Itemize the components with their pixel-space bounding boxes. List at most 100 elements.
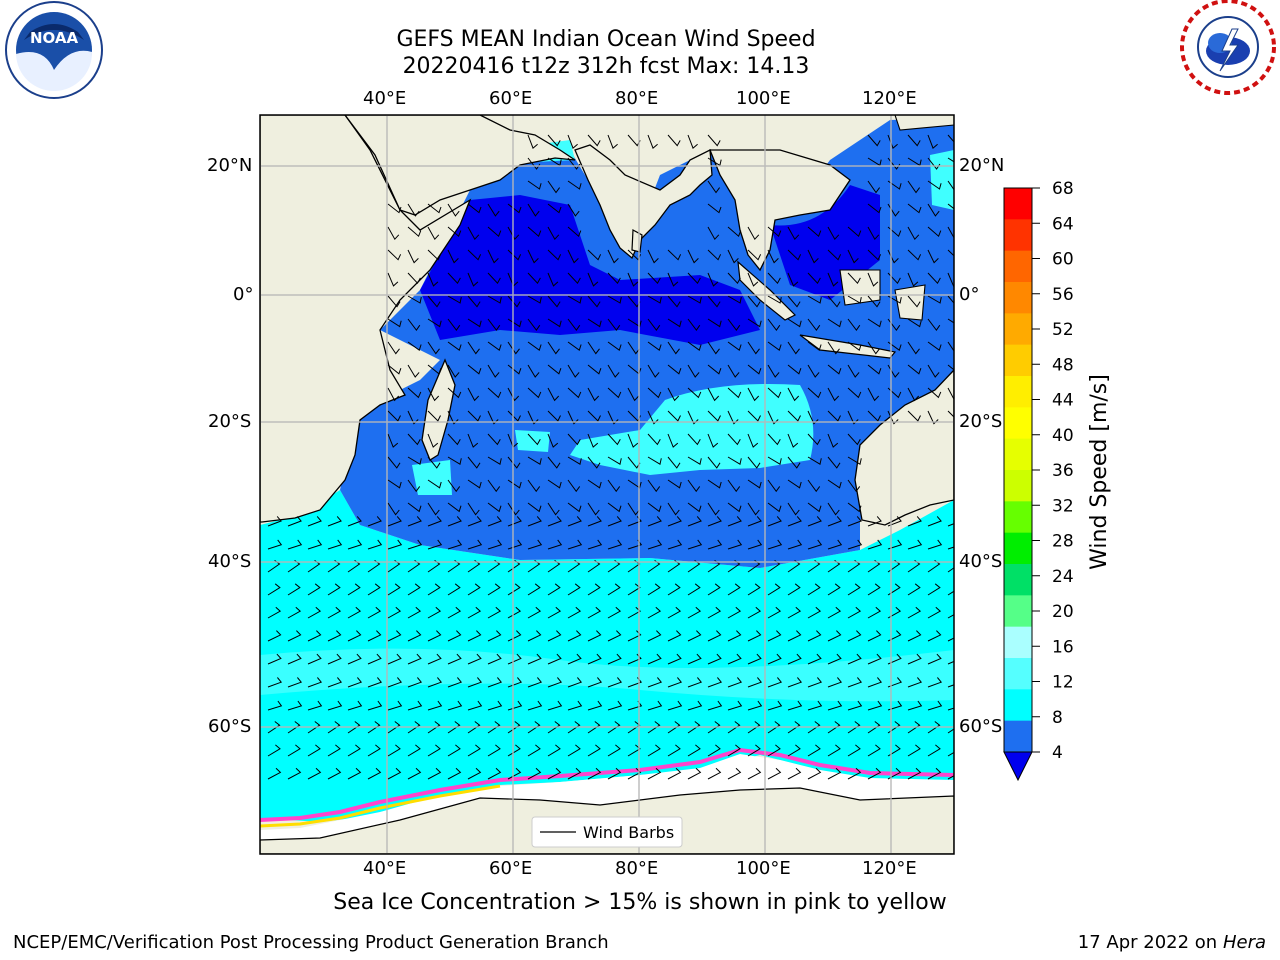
wind-barb bbox=[887, 630, 902, 642]
wind-barb bbox=[327, 630, 342, 642]
wind-barb bbox=[647, 272, 661, 285]
wind-barb bbox=[827, 516, 842, 527]
lat-label-left-0: 0° bbox=[233, 284, 254, 305]
wind-barb bbox=[447, 539, 463, 550]
wind-barb bbox=[907, 387, 920, 402]
wind-barb bbox=[447, 583, 461, 596]
wind-barb bbox=[287, 721, 301, 734]
wind-barb bbox=[707, 516, 722, 527]
wind-barb bbox=[827, 677, 843, 688]
wind-barb bbox=[727, 433, 741, 446]
africa-land bbox=[260, 115, 472, 523]
wind-barb bbox=[887, 249, 899, 264]
wind-barb bbox=[947, 546, 954, 550]
wind-barb bbox=[647, 318, 661, 332]
wind-barb bbox=[687, 433, 701, 446]
wind-barb bbox=[387, 341, 400, 355]
wind-barb bbox=[947, 180, 954, 191]
wind-barb bbox=[887, 677, 903, 688]
colorbar-tick-label: 36 bbox=[1052, 461, 1074, 481]
australia-land bbox=[854, 369, 954, 526]
wind-barb bbox=[687, 516, 702, 527]
wind-barb bbox=[367, 539, 383, 550]
wind-barb bbox=[627, 502, 640, 516]
wind-barb bbox=[667, 318, 682, 328]
wind-barb bbox=[547, 583, 561, 596]
wind-barb bbox=[787, 341, 800, 355]
wind-barb bbox=[847, 410, 859, 425]
wind-barb bbox=[547, 318, 562, 328]
wind-barb bbox=[667, 516, 682, 527]
wind-barb bbox=[887, 134, 898, 149]
wind-barb bbox=[867, 516, 882, 527]
wind-barb bbox=[667, 653, 682, 665]
wind-barb bbox=[927, 318, 941, 332]
wind-barb bbox=[567, 318, 581, 332]
wind-barb bbox=[327, 767, 342, 780]
wind-barb bbox=[827, 630, 842, 642]
wind-barb bbox=[807, 272, 821, 285]
wind-barb bbox=[607, 502, 622, 513]
wind-barb bbox=[427, 456, 441, 469]
wind-barb bbox=[387, 502, 400, 516]
wind-barb bbox=[527, 700, 543, 711]
wind-barb bbox=[387, 744, 401, 757]
wind-barb bbox=[347, 721, 361, 734]
wind-barb bbox=[487, 226, 502, 238]
colorbar-segment bbox=[1004, 407, 1032, 440]
wind-barb bbox=[867, 272, 879, 287]
wind-barb bbox=[527, 410, 539, 425]
wind-barb bbox=[807, 700, 823, 711]
wind-barb bbox=[287, 677, 303, 688]
wind-barb bbox=[747, 630, 762, 642]
wind-barb bbox=[707, 387, 720, 402]
wind-barb bbox=[527, 249, 539, 264]
wind-barb bbox=[407, 456, 422, 465]
footer-date: 17 Apr 2022 on Hera bbox=[1078, 932, 1266, 953]
wind-barb bbox=[747, 295, 761, 308]
wind-barb bbox=[647, 249, 659, 264]
wind-barb bbox=[707, 295, 721, 308]
wind-barb bbox=[667, 387, 680, 402]
wind-barb bbox=[527, 341, 542, 352]
wind-barb bbox=[947, 157, 954, 163]
wind-barb bbox=[387, 433, 399, 448]
wind-barb bbox=[947, 567, 954, 573]
wind-barb bbox=[787, 653, 802, 665]
wind-barb bbox=[607, 456, 622, 465]
wind-barb bbox=[747, 318, 762, 328]
wind-barb bbox=[367, 630, 382, 642]
wind-barb bbox=[287, 630, 302, 642]
wind-barb bbox=[467, 203, 482, 214]
colorbar-tick-label: 44 bbox=[1052, 391, 1074, 411]
wind-barb bbox=[287, 606, 302, 619]
colorbar-segment bbox=[1004, 689, 1032, 722]
madagascar-land bbox=[421, 358, 456, 461]
wind-barb bbox=[507, 744, 521, 757]
wind-barb bbox=[507, 318, 522, 328]
lon-label-top-40e: 40°E bbox=[363, 88, 407, 109]
wind-barb bbox=[927, 767, 942, 780]
wind-barb bbox=[867, 677, 883, 688]
wind-barb bbox=[647, 433, 661, 446]
wind-barb bbox=[507, 456, 521, 469]
wind-barb bbox=[347, 744, 361, 757]
wind-barb bbox=[527, 180, 542, 190]
wind-barb bbox=[947, 364, 954, 371]
wind-barb bbox=[267, 677, 283, 688]
wind-barb bbox=[547, 700, 563, 711]
wind-barb bbox=[347, 539, 363, 550]
wind-barb bbox=[707, 583, 721, 596]
wind-barb bbox=[747, 249, 762, 261]
wind-barb bbox=[807, 295, 822, 304]
wind-barb bbox=[687, 272, 701, 285]
wind-barb bbox=[847, 606, 862, 619]
wind-barb bbox=[907, 539, 923, 550]
wind-barb bbox=[747, 606, 762, 619]
wind-barb bbox=[667, 606, 682, 619]
wind-barb bbox=[407, 318, 421, 332]
wind-barb bbox=[747, 767, 762, 780]
wind-barb bbox=[487, 341, 502, 352]
wind-barb bbox=[707, 767, 722, 780]
wind-barb bbox=[467, 479, 482, 489]
